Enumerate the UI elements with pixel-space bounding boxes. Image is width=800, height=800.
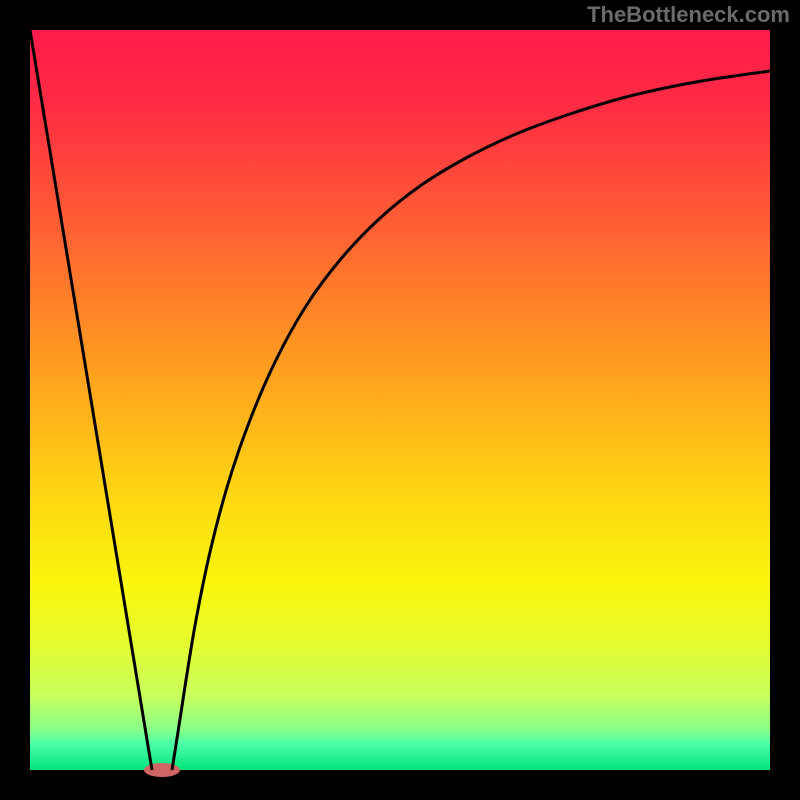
min-marker	[144, 763, 180, 777]
plot-background	[30, 30, 770, 770]
chart-canvas: TheBottleneck.com	[0, 0, 800, 800]
watermark-text: TheBottleneck.com	[587, 2, 790, 28]
bottleneck-chart	[0, 0, 800, 800]
